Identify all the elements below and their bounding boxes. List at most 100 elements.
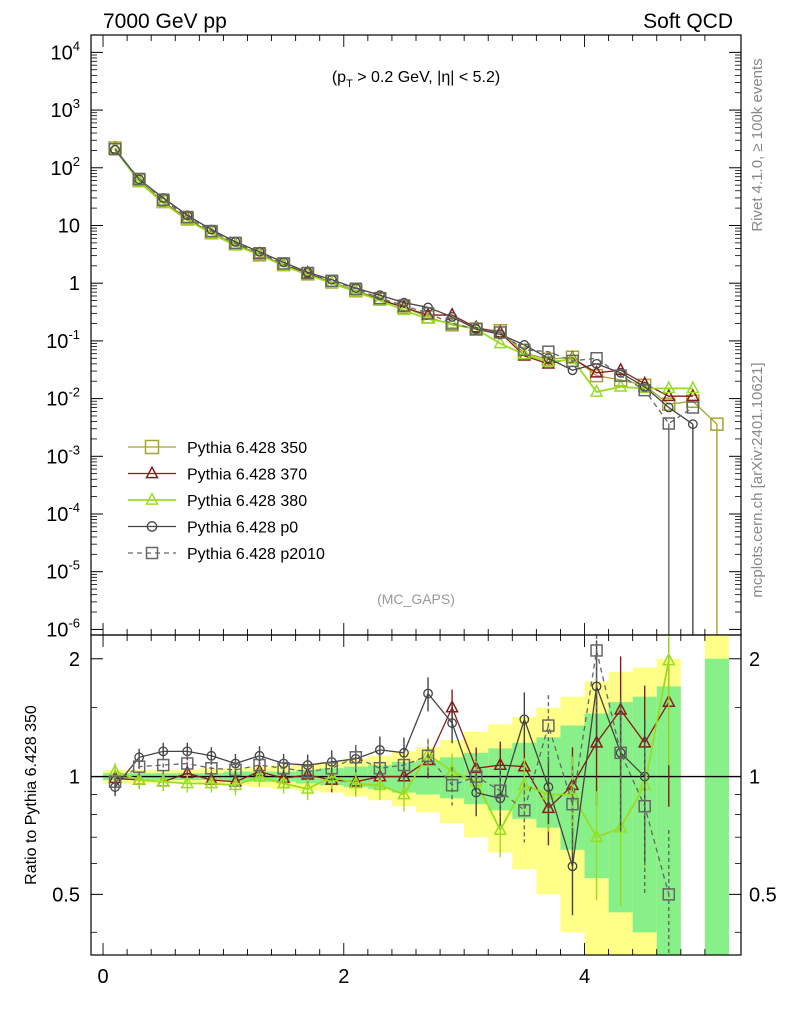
series-4	[108, 142, 700, 430]
point-s0-24	[686, 394, 700, 408]
point-s0-20	[589, 368, 604, 383]
point-s4-17	[518, 343, 531, 357]
legend-marker-2	[145, 492, 159, 505]
ratio-ylabel: Ratio to Pythia 6.428 350	[23, 705, 40, 885]
mcplots-label: mcplots.cern.ch [arXiv:2401.10621]	[749, 362, 766, 597]
ratio-ytick-label-0: 0.5	[52, 884, 80, 906]
ratio-point-s3-18	[542, 719, 555, 732]
ratio-xtick-label-2: 4	[579, 966, 590, 988]
ratio-point-s2-17	[519, 714, 530, 725]
main-frame	[90, 34, 742, 636]
point-s4-3	[181, 210, 194, 224]
header-right-label: Soft QCD	[643, 10, 733, 33]
rivet-label: Rivet 4.1.0, ≥ 100k events	[749, 58, 766, 231]
ratio-xtick-label-0: 0	[97, 966, 108, 988]
ratio-point-s3-22	[638, 799, 651, 813]
series-4-line	[114, 148, 694, 425]
point-s1-24	[686, 388, 700, 402]
ratio-point-s3-19	[566, 797, 579, 811]
point-s4-22	[638, 383, 651, 397]
point-s1-18	[541, 355, 556, 369]
ratio-point-s3-20	[590, 644, 603, 657]
ratio-point-s3-16	[494, 784, 507, 797]
ratio-point-s1-8	[300, 780, 315, 794]
point-s3-1	[134, 174, 145, 185]
ratio-point-s1-9	[324, 768, 339, 782]
point-s4-13	[421, 307, 435, 320]
point-s4-24	[686, 401, 700, 414]
point-s3-14	[447, 312, 458, 322]
point-s4-2	[156, 193, 170, 206]
point-s4-6	[253, 247, 266, 260]
legend: Pythia 6.428 350 Pythia 6.428 370 Pythia 6…	[128, 439, 325, 563]
point-s2-21	[613, 378, 628, 392]
ratio-point-s2-11	[374, 744, 385, 755]
point-s2-9	[324, 275, 339, 289]
ratio-point-s1-1	[132, 772, 146, 785]
ratio-point-s3-13	[421, 749, 435, 763]
ratio-point-s1-11	[373, 777, 387, 791]
point-s2-12	[397, 302, 411, 316]
main-ytick-label-7: 10-3	[46, 442, 80, 468]
legend-label-1: Pythia 6.428 370	[187, 467, 307, 484]
main-ytick-label-1: 103	[51, 96, 80, 122]
point-s2-11	[373, 292, 387, 306]
point-s3-18	[543, 353, 554, 364]
ratio-point-s3-2	[156, 758, 170, 772]
legend-marker-0	[144, 439, 160, 455]
point-s4-10	[349, 282, 363, 296]
ratio-panel: 0.5 0.5 1 1 2 2 0 2 4 Ratio to Pythia 6.428 350	[23, 634, 777, 988]
ratio-point-s2-2	[158, 746, 169, 757]
ratio-point-s2-14	[447, 718, 458, 728]
legend-marker-3	[146, 521, 158, 532]
ratio-ytick-label-r-0: 0.5	[749, 884, 777, 906]
ratio-point-s3-11	[373, 762, 387, 775]
ratio-point-s1-21	[613, 819, 628, 833]
ratio-point-s1-7	[276, 775, 291, 789]
ratio-point-s3-15	[469, 770, 483, 783]
point-s4-16	[494, 326, 507, 339]
point-s1-20	[589, 364, 604, 378]
ratio-point-s3-12	[397, 758, 411, 772]
ratio-point-s3-17	[518, 804, 531, 817]
ratio-point-s1-6	[252, 768, 267, 782]
legend-label-0: Pythia 6.428 350	[187, 440, 307, 457]
point-s2-20	[589, 384, 604, 397]
ratio-point-s3-7	[277, 762, 290, 775]
ratio-point-s3-6	[253, 758, 266, 772]
series-1-line	[114, 148, 693, 397]
point-s1-23	[662, 388, 676, 402]
ratio-point-s2-20	[591, 681, 602, 692]
point-s2-10	[349, 283, 363, 297]
point-s4-7	[277, 257, 290, 270]
point-s4-0	[108, 142, 122, 156]
ratio-point-s3-4	[205, 762, 218, 775]
point-s4-11	[373, 291, 387, 305]
ratio-series-0-line	[115, 701, 670, 810]
point-s2-13	[421, 311, 435, 324]
ratio-point-s1-17	[517, 777, 532, 791]
main-ytick-label-10: 10-6	[46, 615, 80, 641]
point-s4-9	[325, 274, 338, 288]
ratio-point-s1-10	[349, 775, 363, 789]
ratio-point-s2-13	[423, 688, 433, 699]
main-annotation: (pT > 0.2 GeV, |η| < 5.2)	[332, 69, 500, 90]
point-s4-14	[445, 317, 459, 330]
legend-marker-4	[145, 546, 159, 560]
ratio-point-s1-3	[180, 775, 195, 789]
point-s2-19	[565, 351, 580, 365]
ratio-point-s3-0	[108, 775, 122, 788]
point-s2-23	[662, 380, 676, 394]
point-s0-23	[662, 397, 676, 411]
legend-label-3: Pythia 6.428 p0	[187, 520, 298, 537]
point-s4-20	[590, 352, 603, 365]
ratio-point-s1-4	[204, 775, 219, 789]
ratio-point-s3-3	[181, 757, 194, 770]
point-s3-21	[615, 367, 626, 378]
ratio-point-s3-10	[349, 751, 363, 764]
ratio-point-s1-12	[397, 786, 411, 800]
ratio-point-s3-8	[301, 765, 314, 778]
ratio-point-s2-18	[543, 782, 554, 792]
ratio-series-3	[108, 635, 676, 955]
ratio-point-s3-14	[445, 779, 459, 792]
